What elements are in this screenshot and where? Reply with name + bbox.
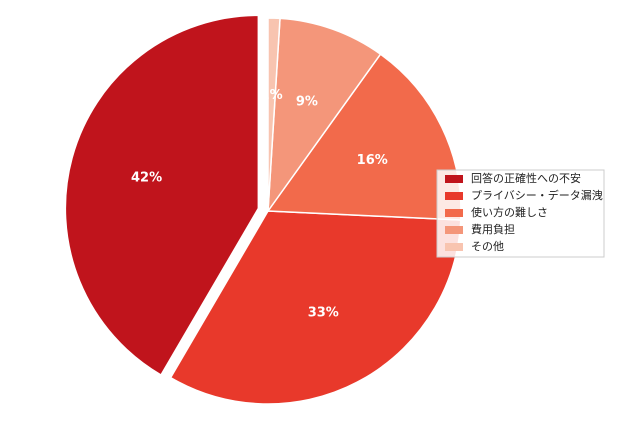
legend-label: 回答の正確性への不安 [471,171,581,185]
pie-slice [169,210,462,405]
slice-label: 42% [131,171,162,186]
legend-swatch [445,175,463,183]
pie-slice [267,17,281,212]
pie-slice [64,14,260,377]
legend-box [436,169,605,258]
slice-label: 1% [261,88,283,103]
legend-label: プライバシー・データ漏洩 [471,188,603,202]
slice-label: 16% [357,153,388,168]
legend-swatch [445,226,463,234]
legend-label: 費用負担 [471,222,515,236]
legend-swatch [445,209,463,217]
slice-label: 9% [296,94,318,109]
legend-label: 使い方の難しさ [471,205,548,219]
legend-swatch [445,243,463,251]
slice-label: 33% [308,305,339,320]
legend-label: その他 [471,240,504,253]
pie-slice [267,17,382,214]
legend-swatch [445,192,463,200]
